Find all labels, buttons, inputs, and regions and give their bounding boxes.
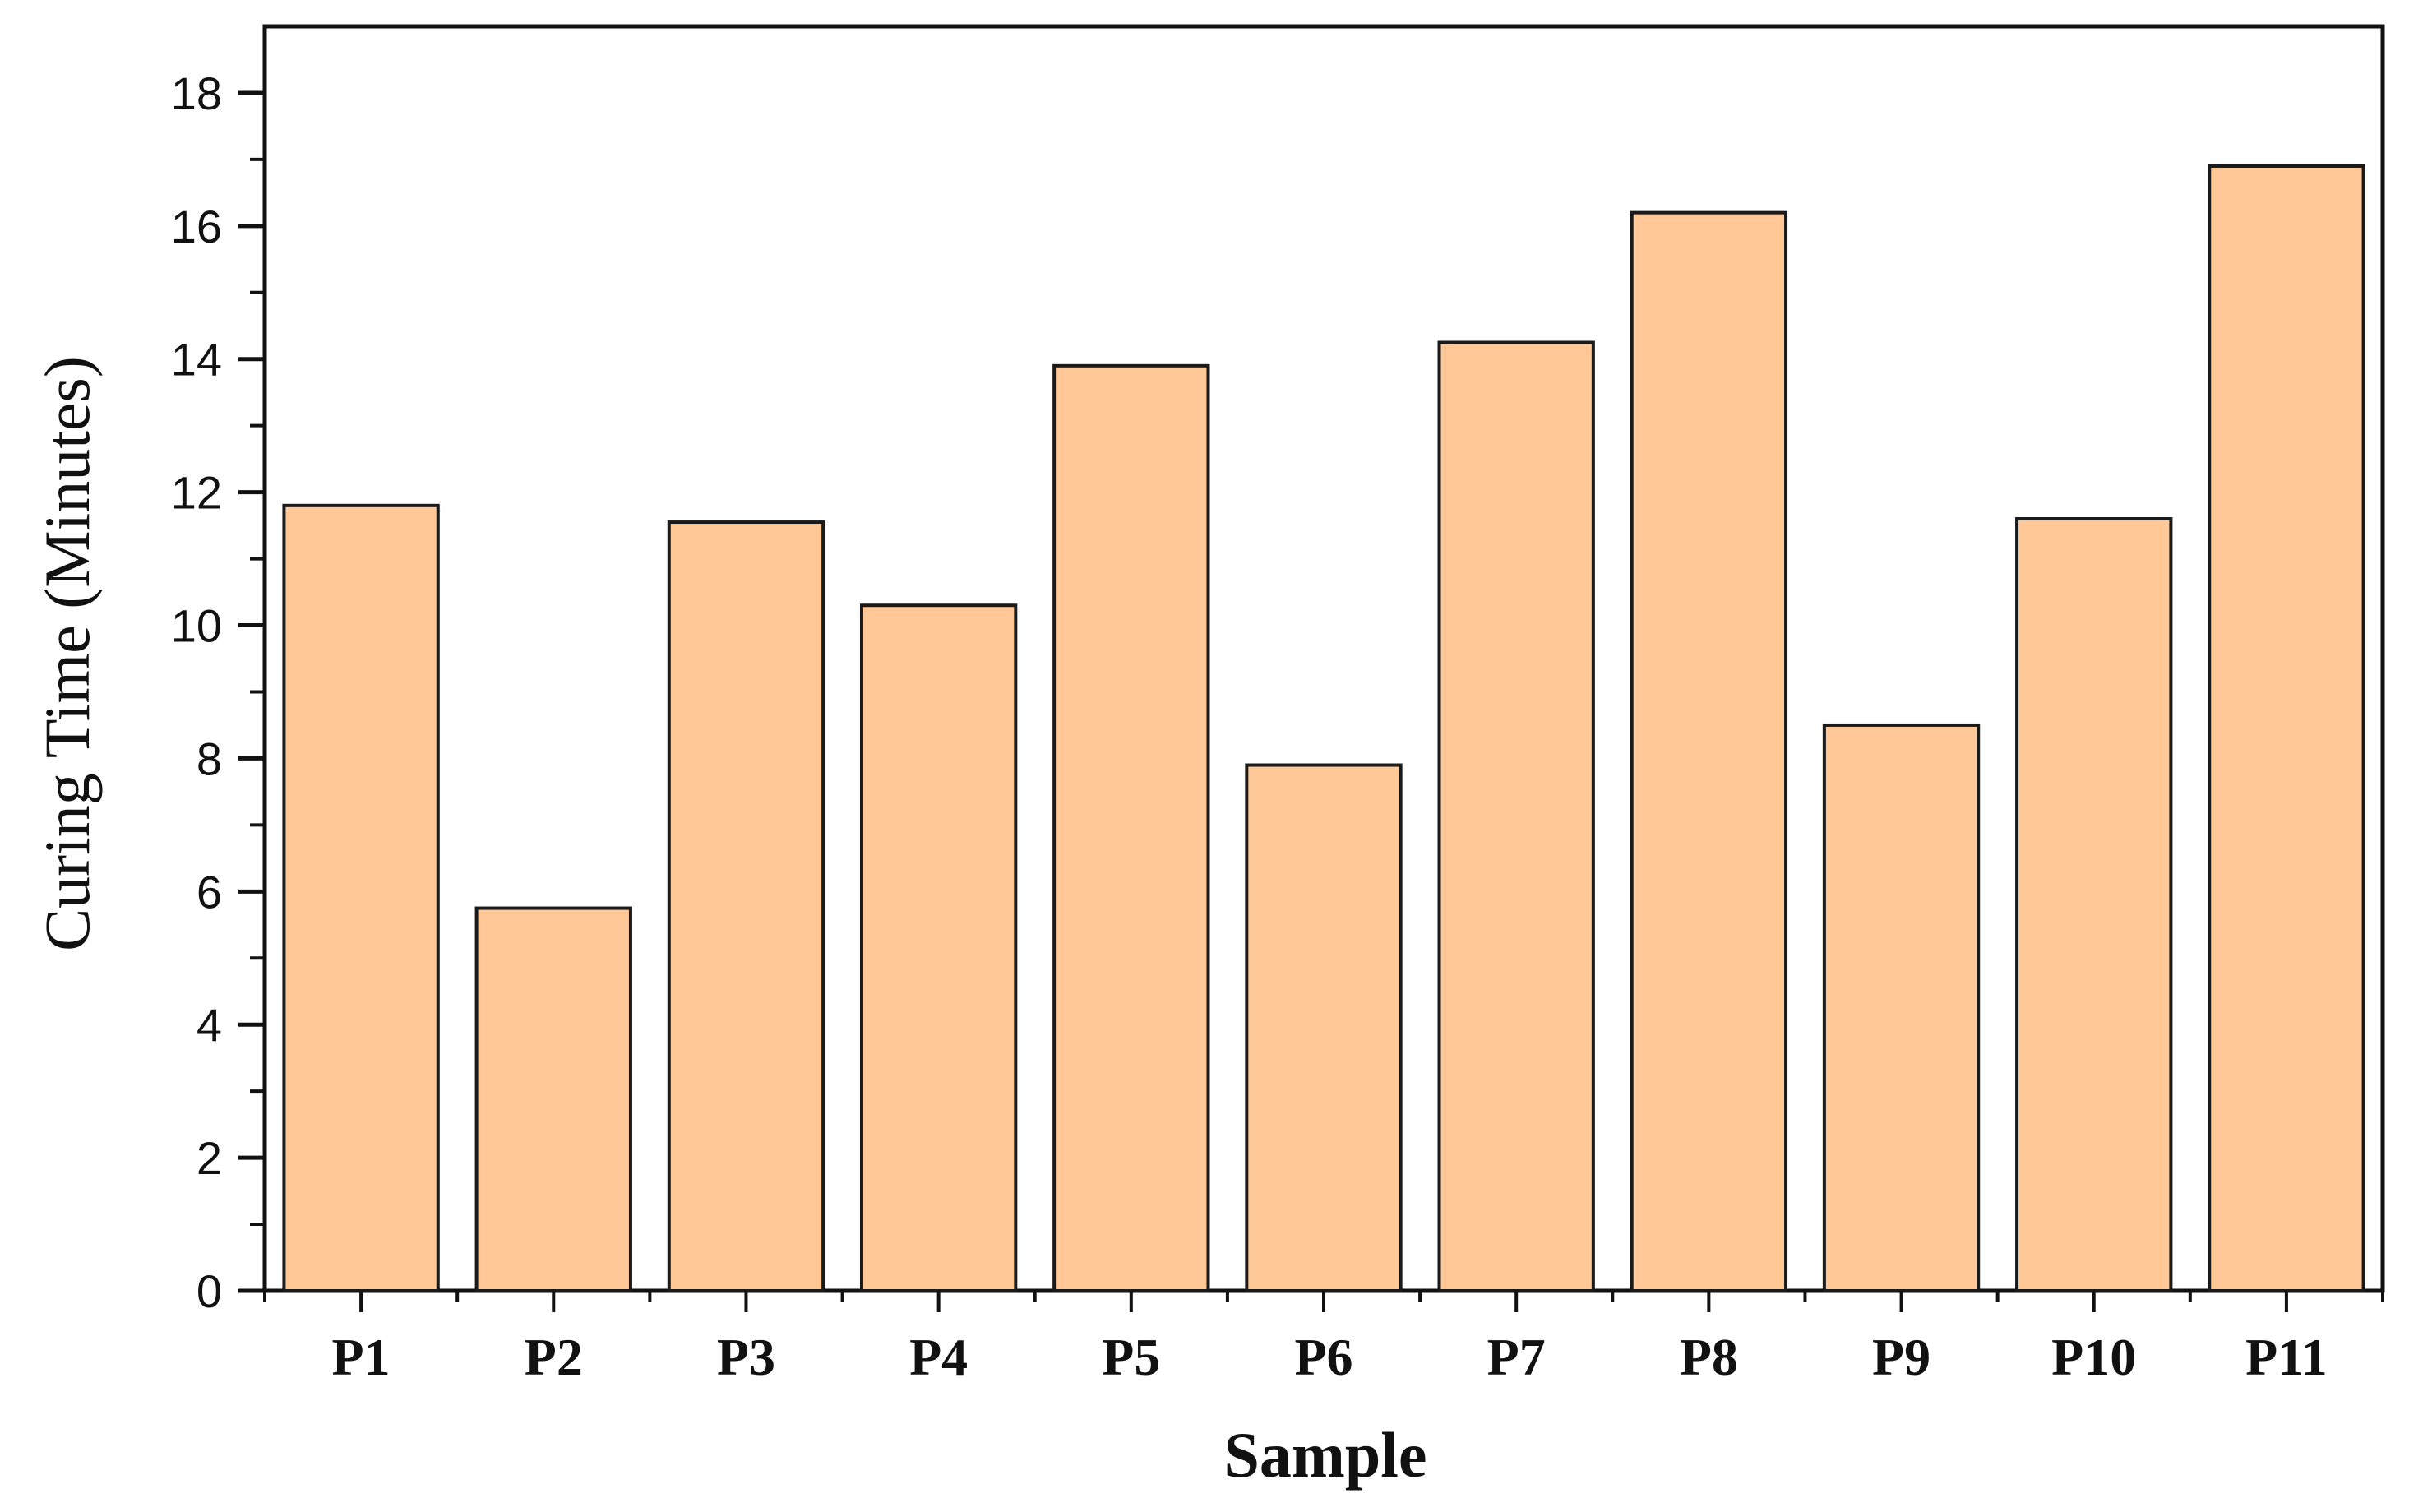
y-tick-label: 6 [197, 866, 222, 918]
y-axis: 0 2 4 6 8 10 12 14 16 18 [171, 67, 265, 1317]
bar-p7 [1437, 340, 1595, 1292]
y-axis-title: Curing Time (Minutes) [31, 356, 103, 951]
y-tick-label: 18 [171, 67, 222, 119]
x-axis: P1 P2 P3 P4 P5 P6 P7 P8 P9 P10 P11 [263, 1291, 2384, 1386]
y-tick-label: 12 [171, 467, 222, 519]
x-tick-label: P3 [717, 1328, 775, 1386]
x-tick-label: P8 [1680, 1328, 1738, 1386]
bars-group [282, 164, 2365, 1293]
y-tick-label: 8 [197, 733, 222, 784]
x-tick-label: P4 [909, 1328, 968, 1386]
bar-p1 [282, 503, 440, 1292]
x-tick-label: P11 [2245, 1328, 2328, 1386]
y-tick-label: 0 [197, 1265, 222, 1317]
x-tick-label: P6 [1294, 1328, 1352, 1386]
bar-p6 [1245, 763, 1403, 1292]
x-tick-label: P5 [1102, 1328, 1160, 1386]
y-tick-label: 16 [171, 201, 222, 252]
x-tick-label: P10 [2051, 1328, 2136, 1386]
bar-p11 [2208, 164, 2365, 1292]
y-tick-label: 14 [171, 334, 222, 386]
x-tick-label: P1 [332, 1328, 391, 1386]
bar-p8 [1630, 210, 1788, 1293]
y-tick-label: 2 [197, 1132, 222, 1184]
bar-p4 [859, 603, 1018, 1292]
bar-p10 [2015, 517, 2173, 1292]
y-tick-label: 10 [171, 600, 222, 652]
bar-p9 [1822, 723, 1981, 1292]
y-tick-label: 4 [197, 999, 222, 1051]
bar-p2 [474, 906, 632, 1292]
bar-p5 [1052, 363, 1210, 1293]
x-tick-label: P7 [1487, 1328, 1546, 1386]
bar-p3 [667, 520, 825, 1292]
x-axis-title: Sample [1223, 1419, 1426, 1491]
x-tick-label: P2 [525, 1328, 583, 1386]
x-tick-label: P9 [1872, 1328, 1930, 1386]
